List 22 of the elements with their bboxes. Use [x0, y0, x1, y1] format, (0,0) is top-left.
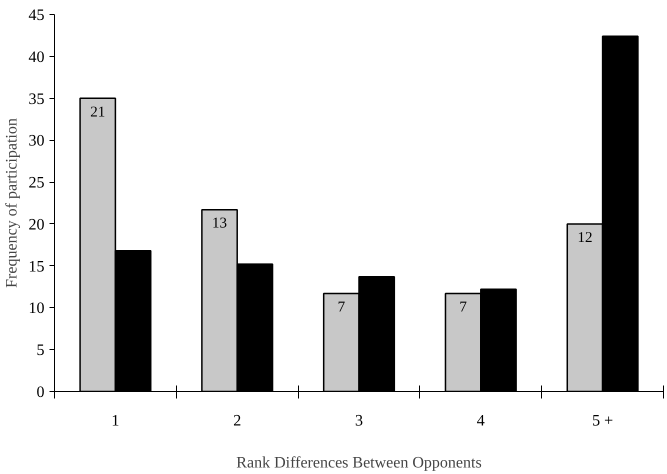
x-tick-label: 5 + [592, 412, 614, 430]
y-tick-label: 15 [28, 258, 44, 276]
y-tick-label: 5 [36, 342, 44, 360]
y-tick-label: 40 [28, 48, 44, 66]
x-tick-label: 2 [233, 412, 242, 430]
y-tick-label: 0 [36, 384, 44, 401]
y-tick-label: 45 [28, 7, 44, 24]
annotation: 7 [338, 299, 346, 316]
annotation: 21 [90, 104, 106, 120]
y-tick-label: 35 [28, 90, 44, 108]
x-tick-label: 1 [111, 412, 120, 430]
annotation: 13 [212, 216, 228, 232]
y-tick-label: 30 [28, 132, 44, 150]
annotation: 12 [577, 230, 592, 246]
x-tick-label: 4 [476, 412, 485, 430]
y-tick-label: 10 [28, 300, 44, 318]
y-tick-label: 25 [28, 174, 44, 192]
x-axis-title: Rank Differences Between Opponents [236, 454, 482, 472]
y-tick-label: 20 [28, 216, 44, 234]
x-tick-label: 3 [355, 412, 363, 430]
y-axis-title: Frequency of participation [4, 118, 20, 288]
annotation: 7 [459, 299, 468, 316]
